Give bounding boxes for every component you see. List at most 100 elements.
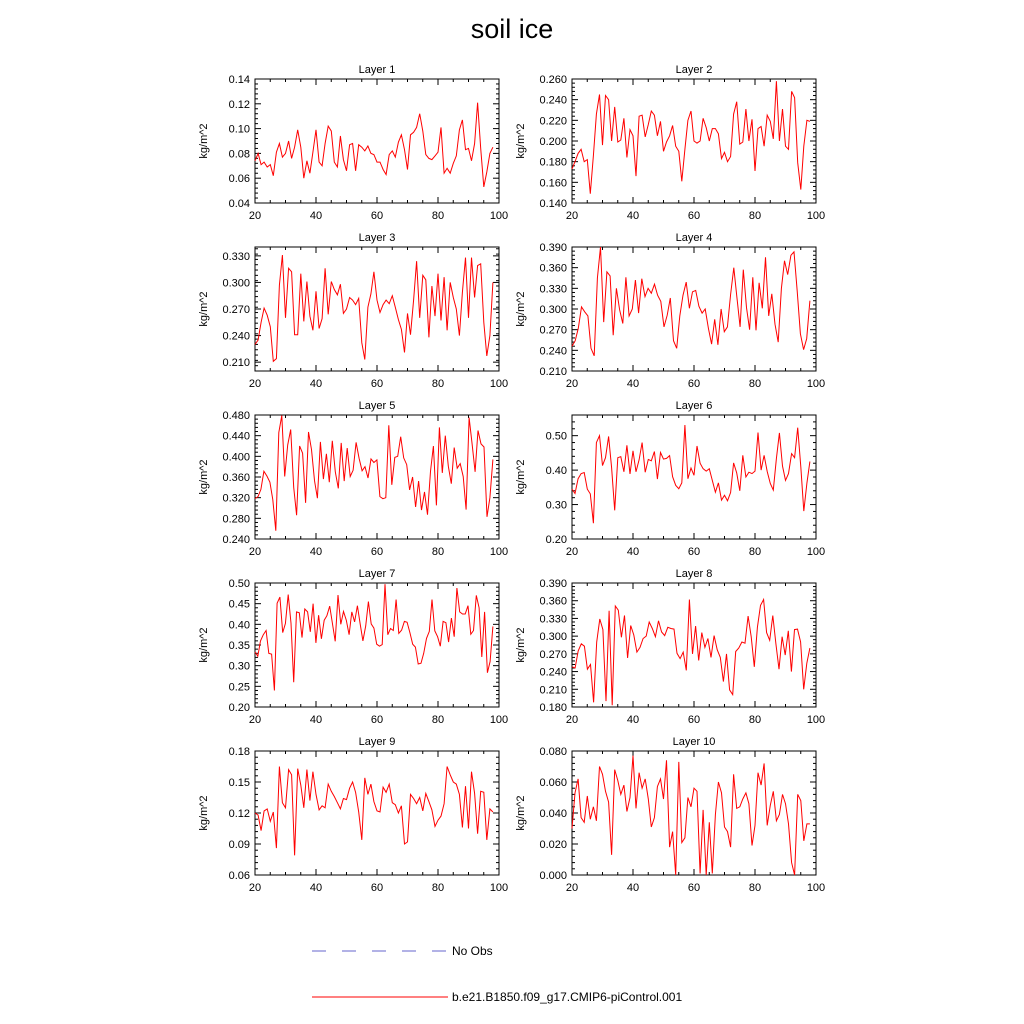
y-axis-label: kg/m^2 <box>515 459 527 494</box>
y-tick-label: 0.210 <box>222 357 250 369</box>
y-axis-label: kg/m^2 <box>198 291 210 326</box>
x-tick-label: 80 <box>749 210 761 222</box>
y-axis-label: kg/m^2 <box>198 795 210 830</box>
x-tick-label: 60 <box>371 714 383 726</box>
y-tick-label: 0.360 <box>222 472 250 484</box>
y-tick-label: 0.08 <box>229 148 250 160</box>
y-tick-label: 0.270 <box>539 649 567 661</box>
panel-layer-6: Layer 6 kg/m^2 0.20 0.30 0.40 0.50 20 40 60 80 100 <box>515 400 825 558</box>
x-tick-label: 80 <box>749 378 761 390</box>
series-line <box>571 597 811 706</box>
y-tick-label: 0.210 <box>539 366 567 378</box>
x-tick-label: 100 <box>807 378 825 390</box>
x-tick-label: 100 <box>490 210 508 222</box>
y-axis-label: kg/m^2 <box>515 627 527 662</box>
series-line <box>254 415 494 531</box>
y-tick-label: 0.160 <box>539 177 567 189</box>
x-tick-label: 80 <box>749 714 761 726</box>
x-tick-label: 20 <box>249 210 261 222</box>
y-axis-label: kg/m^2 <box>198 627 210 662</box>
figure-title: soil ice <box>470 14 554 44</box>
y-tick-label: 0.50 <box>229 578 250 590</box>
series-line <box>571 81 811 194</box>
y-tick-label: 0.240 <box>539 345 567 357</box>
panel-title: Layer 3 <box>359 232 396 244</box>
x-tick-label: 60 <box>688 546 700 558</box>
x-tick-label: 80 <box>432 882 444 894</box>
y-tick-label: 0.330 <box>539 613 567 625</box>
y-tick-label: 0.10 <box>229 124 250 136</box>
series-line <box>254 102 494 187</box>
y-tick-label: 0.50 <box>546 431 567 443</box>
y-tick-label: 0.360 <box>539 263 567 275</box>
panel-title: Layer 9 <box>359 736 396 748</box>
x-tick-label: 80 <box>432 546 444 558</box>
y-tick-label: 0.14 <box>229 74 250 86</box>
y-tick-label: 0.20 <box>546 534 567 546</box>
y-tick-label: 0.18 <box>229 746 250 758</box>
panel-title: Layer 2 <box>676 64 713 76</box>
panel-layer-4: Layer 4 kg/m^2 0.210 0.240 0.270 0.300 0.330 0.… <box>515 232 825 390</box>
y-tick-label: 0.200 <box>539 136 567 148</box>
panel-layer-5: Layer 5 kg/m^2 0.240 0.280 0.320 0.360 0.400 0.… <box>198 400 508 558</box>
x-tick-label: 80 <box>432 378 444 390</box>
y-tick-label: 0.270 <box>222 304 250 316</box>
y-tick-label: 0.06 <box>229 173 250 185</box>
panel-layer-8: Layer 8 kg/m^2 0.180 0.210 0.240 0.270 0.300 0.… <box>515 568 825 726</box>
x-tick-label: 60 <box>688 882 700 894</box>
y-axis-label: kg/m^2 <box>198 459 210 494</box>
y-tick-label: 0.210 <box>539 684 567 696</box>
x-tick-label: 100 <box>807 882 825 894</box>
x-tick-label: 40 <box>627 546 639 558</box>
x-tick-label: 60 <box>371 882 383 894</box>
y-tick-label: 0.45 <box>229 599 250 611</box>
series-line <box>571 246 811 356</box>
y-tick-label: 0.300 <box>539 304 567 316</box>
y-tick-label: 0.40 <box>546 465 567 477</box>
panel-title: Layer 6 <box>676 400 713 412</box>
y-tick-label: 0.20 <box>229 702 250 714</box>
x-tick-label: 40 <box>627 210 639 222</box>
panel-layer-2: Layer 2 kg/m^2 0.140 0.160 0.180 0.200 0.220 0.… <box>515 64 825 222</box>
x-tick-label: 40 <box>310 714 322 726</box>
y-axis-label: kg/m^2 <box>515 795 527 830</box>
x-tick-label: 100 <box>807 210 825 222</box>
x-tick-label: 60 <box>688 378 700 390</box>
plot-frame <box>571 582 817 708</box>
y-tick-label: 0.000 <box>539 870 567 882</box>
plot-frame <box>571 246 817 372</box>
x-tick-label: 40 <box>627 378 639 390</box>
panel-title: Layer 4 <box>676 232 713 244</box>
x-tick-label: 40 <box>310 546 322 558</box>
panel-title: Layer 1 <box>359 64 396 76</box>
y-tick-label: 0.240 <box>222 331 250 343</box>
x-tick-label: 100 <box>490 378 508 390</box>
y-tick-label: 0.30 <box>546 500 567 512</box>
x-tick-label: 80 <box>432 714 444 726</box>
y-tick-label: 0.220 <box>539 115 567 127</box>
y-axis-label: kg/m^2 <box>515 291 527 326</box>
series-line <box>571 424 811 524</box>
panel-layer-1: Layer 1 kg/m^2 0.04 0.06 0.08 0.10 0.12 0.14 20 4… <box>198 64 508 222</box>
x-tick-label: 60 <box>371 210 383 222</box>
y-tick-label: 0.040 <box>539 808 567 820</box>
y-tick-label: 0.080 <box>539 746 567 758</box>
x-tick-label: 60 <box>371 378 383 390</box>
y-axis-label: kg/m^2 <box>198 123 210 158</box>
y-tick-label: 0.06 <box>229 870 250 882</box>
x-tick-label: 40 <box>310 882 322 894</box>
y-tick-label: 0.330 <box>222 251 250 263</box>
x-tick-label: 40 <box>310 210 322 222</box>
panel-layer-9: Layer 9 kg/m^2 0.06 0.09 0.12 0.15 0.18 20 40 60 8… <box>198 736 508 894</box>
x-tick-label: 40 <box>627 882 639 894</box>
x-tick-label: 20 <box>566 378 578 390</box>
x-tick-label: 100 <box>490 546 508 558</box>
panel-layer-7: Layer 7 kg/m^2 0.20 0.25 0.30 0.35 0.40 0.45 0.5… <box>198 568 508 726</box>
y-tick-label: 0.020 <box>539 839 567 851</box>
panel-title: Layer 8 <box>676 568 713 580</box>
x-tick-label: 80 <box>432 210 444 222</box>
x-tick-label: 100 <box>490 714 508 726</box>
y-tick-label: 0.320 <box>222 493 250 505</box>
x-tick-label: 20 <box>249 882 261 894</box>
